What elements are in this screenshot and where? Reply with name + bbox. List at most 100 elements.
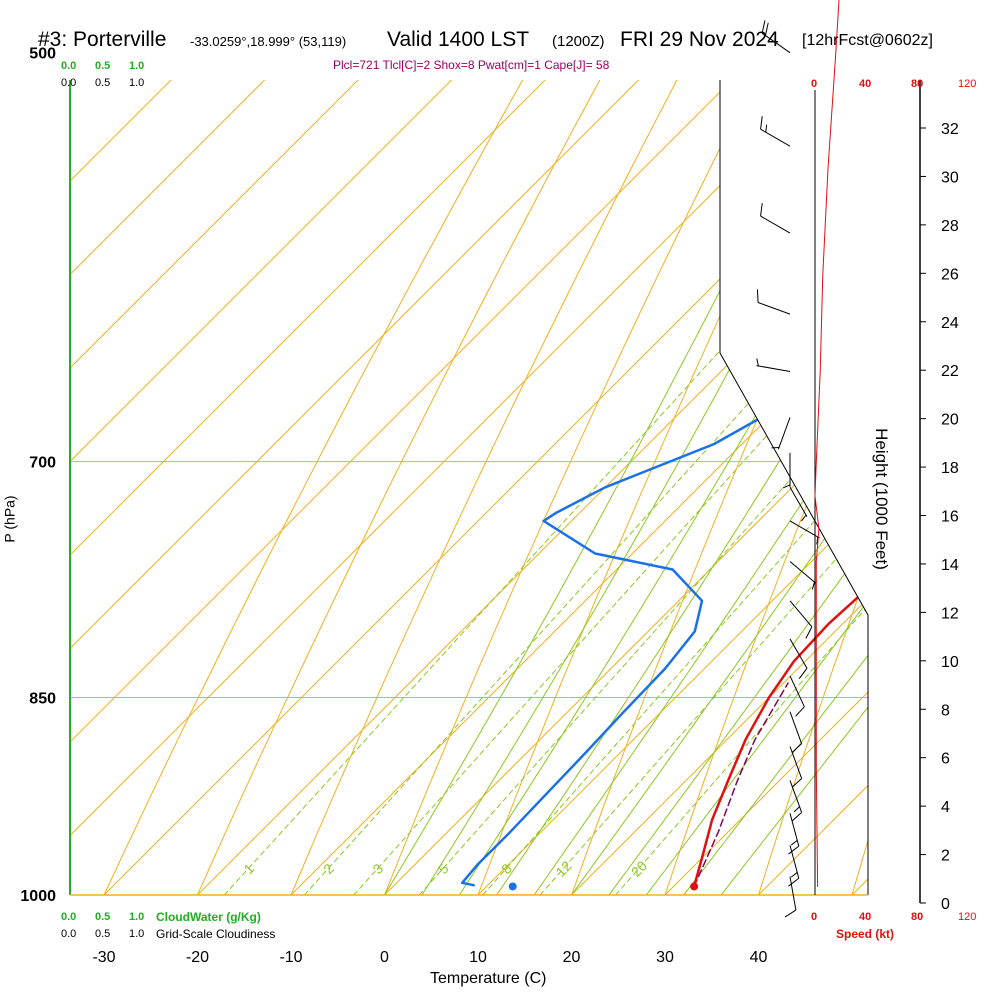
moist-adiabat-line xyxy=(533,80,868,895)
temperature-tick-label: 10 xyxy=(469,949,487,966)
height-tick-label: 30 xyxy=(941,169,959,186)
barb-staff xyxy=(789,638,808,669)
wind-barb xyxy=(784,876,797,918)
cloudiness-tick: 1.0 xyxy=(129,77,145,89)
height-axis-title: Height (1000 Feet) xyxy=(871,428,891,570)
temperature-tick-label: -10 xyxy=(279,949,302,966)
cloudiness-tick: 0.5 xyxy=(95,928,111,940)
cloudiness-tick: 1.0 xyxy=(129,928,145,940)
moist-adiabat-line xyxy=(645,80,868,895)
title-bar: #3: Porterville -33.0259°,18.999° (53,11… xyxy=(0,28,1000,60)
height-tick-label: 6 xyxy=(941,751,950,768)
plot-boundary xyxy=(719,80,869,895)
cloudwater-tick: 0.0 xyxy=(61,60,77,72)
barb-flag xyxy=(760,116,763,130)
isotherm-line xyxy=(70,80,868,895)
wind-barb xyxy=(789,711,803,753)
pressure-tick-label: 500 xyxy=(29,46,56,63)
station-coords: -33.0259°,18.999° (53,119) xyxy=(190,34,347,49)
sounding-indices: Plcl=721 Tlcl[C]=2 Shox=8 Pwat[cm]=1 Cap… xyxy=(333,58,610,72)
moist-adiabat-line xyxy=(683,80,868,895)
barb-half-flag xyxy=(782,484,791,489)
barb-staff xyxy=(789,600,813,628)
isotherm-line xyxy=(197,80,868,895)
temperature-tick-label: -20 xyxy=(186,949,209,966)
isotherm-line xyxy=(103,80,868,895)
speed-tick: 40 xyxy=(859,78,872,90)
barb-flag xyxy=(784,909,797,918)
barb-staff xyxy=(761,32,791,54)
barb-half-flag xyxy=(765,124,768,133)
speed-tick: 0 xyxy=(811,78,818,90)
dewpoint-line xyxy=(460,80,868,887)
height-tick-label: 14 xyxy=(941,557,959,574)
dry-adiabat-line xyxy=(170,80,868,895)
temperature-tick-label: 20 xyxy=(563,949,581,966)
barb-flag xyxy=(788,845,800,855)
temperature-tick-label: 30 xyxy=(656,949,674,966)
height-tick-label: 8 xyxy=(941,702,950,719)
speed-tick: 120 xyxy=(958,911,977,923)
wind-barb xyxy=(789,746,803,788)
barb-staff xyxy=(777,417,791,450)
wind-barb xyxy=(789,638,808,679)
wind-barb xyxy=(789,561,817,590)
dry-adiabat-line xyxy=(455,80,868,895)
parcel-line xyxy=(693,682,789,888)
barb-flag xyxy=(760,203,763,217)
moist-adiabat-line xyxy=(571,80,868,895)
isotherm-line xyxy=(290,80,868,895)
wind-barb xyxy=(756,289,791,315)
speed-axis-label: Speed (kt) xyxy=(836,927,895,941)
isotherm-line xyxy=(70,80,868,895)
wind-barb xyxy=(789,780,803,822)
height-tick-label: 12 xyxy=(941,605,959,622)
barb-staff xyxy=(760,215,791,234)
moist-adiabat-line xyxy=(384,80,868,895)
utc-time: (1200Z) xyxy=(552,33,605,50)
plot-frame xyxy=(69,80,869,896)
speed-tick: 0 xyxy=(811,911,818,923)
height-tick-label: 2 xyxy=(941,848,950,865)
cloudiness-tick: 0.0 xyxy=(61,77,77,89)
wind-barb xyxy=(789,487,808,522)
isotherm-line xyxy=(384,80,868,895)
wind-barb xyxy=(788,845,800,887)
barb-half-flag xyxy=(771,446,780,449)
barb-staff xyxy=(789,561,817,584)
barb-staff xyxy=(756,365,791,372)
barb-half-flag xyxy=(790,839,798,846)
profile-lines xyxy=(460,80,868,891)
valid-time: Valid 1400 LST xyxy=(387,28,530,51)
height-tick-label: 0 xyxy=(941,896,950,913)
y-axis-title: P (hPa) xyxy=(1,495,18,543)
barb-flag xyxy=(791,743,802,753)
pressure-tick-label: 850 xyxy=(29,691,56,708)
isotherm-line xyxy=(477,80,868,895)
barb-staff xyxy=(789,711,803,744)
barb-staff xyxy=(757,302,791,315)
dry-adiabat-line xyxy=(265,80,868,895)
cloudwater-tick: 0.5 xyxy=(95,911,111,923)
cloudiness-tick: 0.0 xyxy=(61,928,77,940)
barb-flag xyxy=(764,22,769,36)
barb-flag xyxy=(791,811,802,822)
barb-staff xyxy=(789,487,808,517)
surface-dewpoint-dot xyxy=(508,882,517,891)
speed-tick: 80 xyxy=(911,78,924,90)
mixing-ratio-line xyxy=(353,80,868,895)
temperature-tick-label: 0 xyxy=(380,949,389,966)
barb-flag xyxy=(761,20,766,34)
speed-tick: 120 xyxy=(958,78,977,90)
cloudiness-tick: 0.5 xyxy=(95,77,111,89)
height-tick-label: 4 xyxy=(941,799,950,816)
mixing-ratio-line xyxy=(223,80,868,895)
height-tick-label: 20 xyxy=(941,412,959,429)
barb-staff xyxy=(789,746,803,779)
wind-barb xyxy=(789,675,805,717)
mixing-ratio-line xyxy=(303,80,868,895)
surface-temperature-dot xyxy=(690,882,699,891)
barb-flag xyxy=(798,668,808,679)
